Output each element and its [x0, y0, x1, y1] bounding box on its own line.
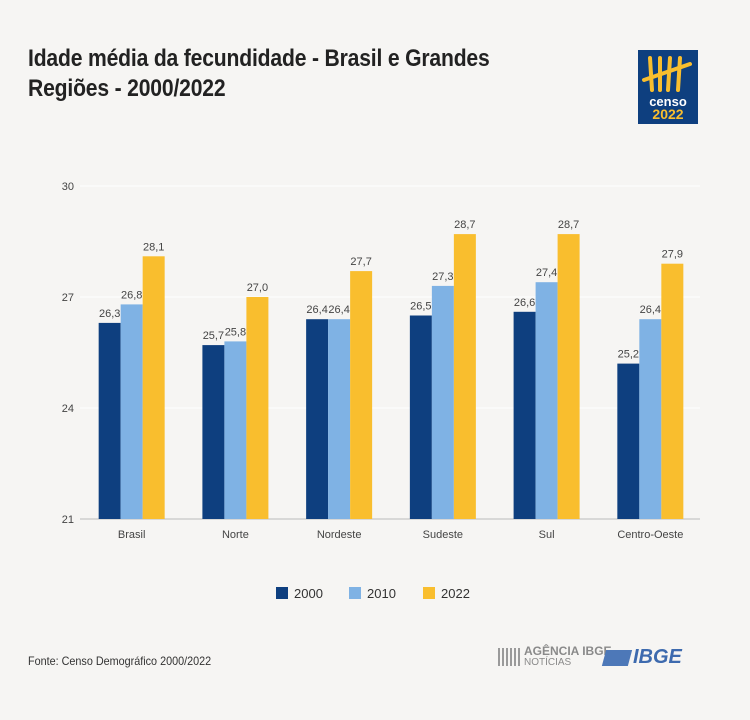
bar-2010: [639, 319, 662, 519]
y-tick-label: 24: [62, 403, 74, 415]
data-label: 27,3: [432, 271, 453, 283]
bar-2022: [142, 256, 165, 519]
bar-2010: [328, 319, 351, 519]
bar-chart: 21 24 27 30 26,326,8 28,1 Brasil 25,7 25,8 27,0 No…: [62, 181, 700, 601]
legend-swatch-2000: [276, 587, 288, 599]
x-tick-label: Centro-Oeste: [617, 529, 683, 541]
x-tick-label: Norte: [222, 529, 249, 541]
data-label: 27,7: [350, 256, 371, 268]
bar-2022: [350, 271, 373, 519]
data-label: 26,4: [306, 304, 327, 316]
legend-swatch-2010: [349, 587, 361, 599]
bar-2010: [224, 341, 247, 519]
bar-2010: [535, 282, 558, 519]
data-label: 26,6: [514, 297, 535, 309]
bar-2000: [617, 363, 640, 519]
ibge-text: IBGE: [633, 646, 682, 668]
censo-2022-logo: censo 2022: [638, 50, 698, 124]
data-label: 25,2: [618, 349, 639, 361]
data-label: 27,9: [662, 249, 683, 261]
data-label: 26,8: [121, 289, 142, 301]
bar-2010: [431, 285, 454, 519]
legend-label: 2010: [367, 586, 396, 601]
bar-2000: [202, 345, 225, 519]
bar-2022: [453, 234, 476, 519]
y-tick-label: 30: [62, 181, 74, 193]
data-label: 26,5: [410, 301, 431, 313]
data-label: 26,4: [640, 304, 661, 316]
ibge-logo[interactable]: IBGE: [601, 646, 682, 669]
legend-label: 2022: [441, 586, 470, 601]
agencia-ibge-logo[interactable]: AGÊNCIA IBGE NOTÍCIAS: [498, 644, 612, 668]
bar-2022: [246, 297, 269, 519]
ibge-mark-icon: [601, 649, 633, 666]
y-tick-label: 21: [62, 514, 74, 526]
tally-icon: [642, 56, 692, 92]
y-tick-label: 27: [62, 292, 74, 304]
agencia-icon: [498, 648, 520, 666]
data-label: 28,1: [143, 241, 164, 253]
x-tick-label: Sul: [539, 529, 555, 541]
bar-2000: [513, 311, 536, 519]
data-label: 27,0: [247, 282, 268, 294]
chart-title: Idade média da fecundidade - Brasil e Gr…: [28, 45, 490, 102]
data-label: 28,7: [454, 219, 475, 231]
data-label: 25,7: [203, 330, 224, 342]
bar-2010: [120, 304, 143, 519]
x-tick-label: Nordeste: [317, 529, 362, 541]
bar-2000: [409, 315, 432, 519]
legend-label: 2000: [294, 586, 323, 601]
agencia-text: AGÊNCIA IBGE: [524, 644, 612, 658]
data-label: 27,4: [536, 267, 557, 279]
logo-text-year: 2022: [652, 106, 684, 122]
legend-swatch-2022: [423, 587, 435, 599]
bar-2022: [661, 263, 684, 519]
data-label: 25,8: [225, 326, 246, 338]
source-note: Fonte: Censo Demográfico 2000/2022: [28, 654, 212, 668]
bar-2000: [306, 319, 329, 519]
agencia-subtext: NOTÍCIAS: [524, 657, 572, 668]
bar-2000: [98, 322, 121, 519]
x-tick-label: Brasil: [118, 529, 146, 541]
bar-2022: [557, 234, 580, 519]
data-label: 26,3: [99, 308, 120, 320]
data-label: 28,7: [558, 219, 579, 231]
data-label: 26,4: [328, 304, 349, 316]
logo-text-censo: censo: [649, 94, 687, 109]
x-tick-label: Sudeste: [423, 529, 463, 541]
